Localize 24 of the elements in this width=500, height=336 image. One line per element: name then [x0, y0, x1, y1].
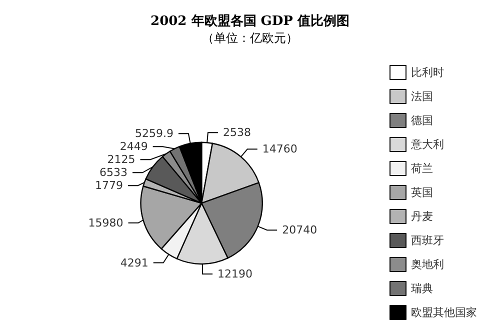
data-label: 15980 [88, 216, 124, 230]
data-label: 5259.9 [134, 127, 174, 140]
legend-label: 荷兰 [411, 162, 433, 175]
data-label: 12190 [218, 267, 253, 280]
data-label: 2449 [120, 140, 148, 154]
legend-label: 英国 [411, 186, 433, 199]
legend-label: 德国 [411, 114, 433, 127]
legend-label: 西班牙 [411, 234, 444, 247]
legend-label: 丹麦 [411, 210, 433, 223]
data-label: 2125 [107, 153, 136, 166]
legend-label: 瑞典 [411, 282, 433, 295]
chart-subtitle: （单位：亿欧元） [202, 31, 298, 45]
data-label: 4291 [120, 256, 148, 270]
legend-label: 比利时 [411, 66, 444, 79]
legend-label: 奥地利 [411, 258, 444, 271]
legend-label: 欧盟其他国家 [411, 306, 477, 319]
data-label: 6533 [100, 166, 128, 180]
legend-label: 意大利 [410, 138, 444, 151]
data-label: 20740 [282, 224, 318, 237]
legend-label: 法国 [411, 90, 433, 103]
data-label: 14760 [262, 142, 298, 156]
chart-title: 2002 年欧盟各国 GDP 值比例图 [150, 14, 350, 29]
data-label: 2538 [222, 126, 251, 140]
data-label: 1779 [94, 179, 123, 192]
